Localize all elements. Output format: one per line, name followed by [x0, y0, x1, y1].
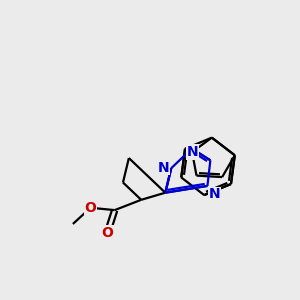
Text: N: N: [158, 161, 170, 175]
Text: N: N: [186, 145, 198, 159]
Text: N: N: [209, 188, 220, 201]
Text: O: O: [85, 201, 97, 215]
Text: O: O: [101, 226, 113, 240]
